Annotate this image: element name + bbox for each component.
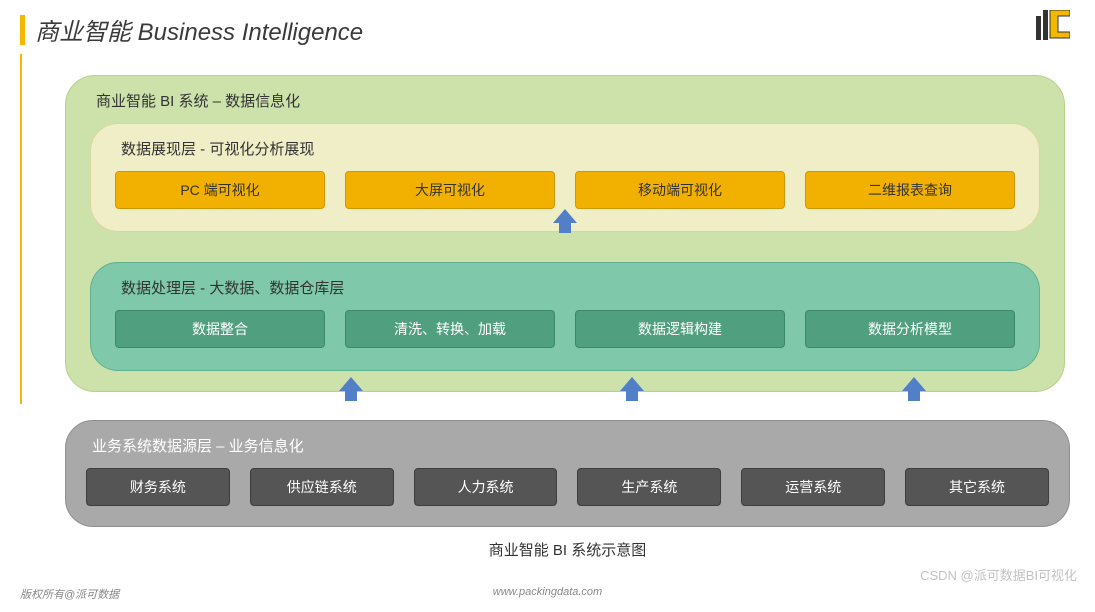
box-data-model: 数据分析模型 [805,310,1015,348]
layer-source-title: 业务系统数据源层 – 业务信息化 [92,435,1049,456]
layer-source: 业务系统数据源层 – 业务信息化 财务系统 供应链系统 人力系统 生产系统 运营… [65,420,1070,527]
presentation-boxes: PC 端可视化 大屏可视化 移动端可视化 二维报表查询 [115,171,1015,209]
arrow-up-icon [620,377,644,391]
footer: 版权所有@派可数据 www.packingdata.com [20,586,1075,602]
layer-processing: 数据处理层 - 大数据、数据仓库层 数据整合 清洗、转换、加载 数据逻辑构建 数… [90,262,1040,371]
box-data-logic: 数据逻辑构建 [575,310,785,348]
box-etl: 清洗、转换、加载 [345,310,555,348]
box-data-integration: 数据整合 [115,310,325,348]
diagram-caption: 商业智能 BI 系统示意图 [65,539,1070,560]
layer-outer-title: 商业智能 BI 系统 – 数据信息化 [96,90,1040,111]
box-other: 其它系统 [905,468,1049,506]
box-finance: 财务系统 [86,468,230,506]
arrow-up-icon [339,377,363,391]
box-operations: 运营系统 [741,468,885,506]
arrow-bottom-row [130,377,1095,391]
box-pc-viz: PC 端可视化 [115,171,325,209]
footer-copyright: 版权所有@派可数据 [20,586,119,602]
footer-url: www.packingdata.com [493,586,602,598]
box-bigscreen-viz: 大屏可视化 [345,171,555,209]
diagram-container: 商业智能 BI 系统 – 数据信息化 数据展现层 - 可视化分析展现 PC 端可… [65,75,1065,560]
arrow-up-icon [902,377,926,391]
title-accent [20,15,25,45]
left-rule [20,54,22,404]
processing-boxes: 数据整合 清洗、转换、加载 数据逻辑构建 数据分析模型 [115,310,1015,348]
box-production: 生产系统 [577,468,721,506]
layer-processing-title: 数据处理层 - 大数据、数据仓库层 [121,277,1015,298]
title-bar: 商业智能 Business Intelligence [20,12,363,47]
arrow-middle-row [66,209,1064,223]
page-title: 商业智能 Business Intelligence [35,12,363,47]
box-mobile-viz: 移动端可视化 [575,171,785,209]
layer-presentation-title: 数据展现层 - 可视化分析展现 [121,138,1015,159]
box-supply-chain: 供应链系统 [250,468,394,506]
logo-icon [1036,10,1070,45]
source-boxes: 财务系统 供应链系统 人力系统 生产系统 运营系统 其它系统 [86,468,1049,506]
box-report-query: 二维报表查询 [805,171,1015,209]
box-hr: 人力系统 [414,468,558,506]
layer-outer: 商业智能 BI 系统 – 数据信息化 数据展现层 - 可视化分析展现 PC 端可… [65,75,1065,392]
watermark: CSDN @派可数据BI可视化 [920,565,1077,584]
arrow-up-icon [553,209,577,223]
